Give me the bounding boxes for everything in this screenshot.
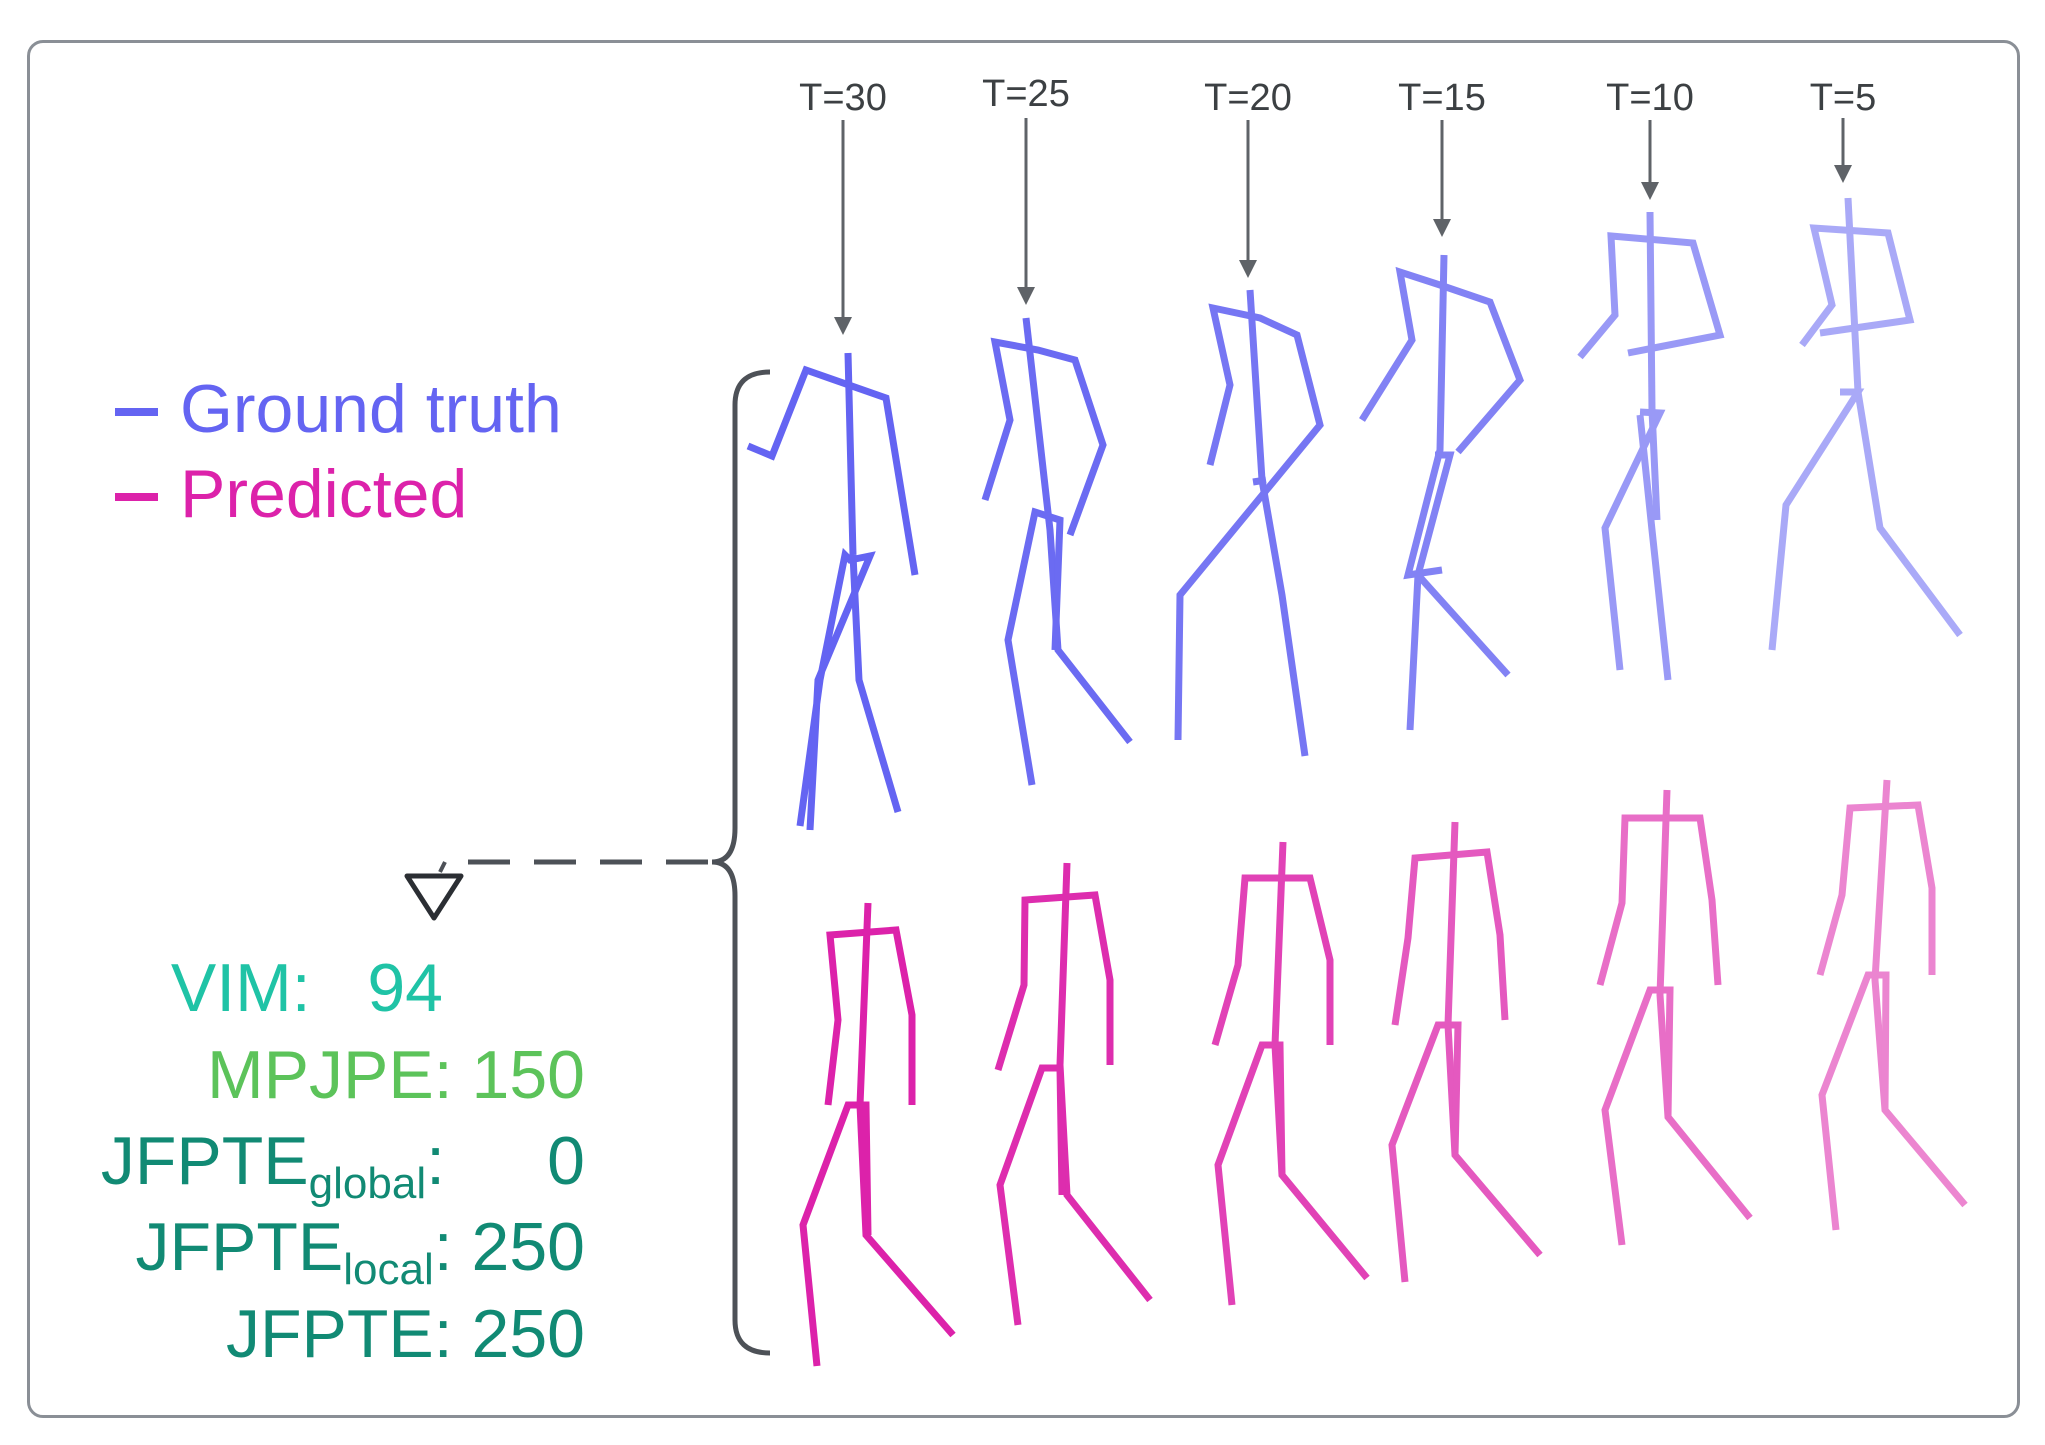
predicted-skeleton <box>1211 841 1370 1306</box>
time-label: T=15 <box>1398 77 1486 119</box>
time-labels: T=30 T=25 T=20 T=15 T=10 T=5 <box>799 73 1876 335</box>
metric-jfpte-local: JFPTElocal: 250 <box>135 1209 585 1294</box>
skeleton-limb <box>1816 801 1936 976</box>
down-arrow-head <box>1433 219 1451 237</box>
skeleton-limb <box>1818 971 1890 1231</box>
metric-jfpte: JFPTE: 250 <box>226 1296 585 1372</box>
skeleton-limb <box>1391 848 1509 1026</box>
skeleton-limb <box>1601 986 1674 1246</box>
skeleton-limb <box>856 902 956 1338</box>
skeleton-limb <box>844 352 902 813</box>
skeleton-limb <box>1211 874 1334 1046</box>
time-label: T=30 <box>799 77 887 119</box>
skeleton-limb <box>1844 197 1963 638</box>
time-label: T=20 <box>1204 77 1292 119</box>
metric-vim: VIM: 94 <box>171 950 443 1026</box>
down-arrow-head <box>1834 165 1852 183</box>
skeleton-limb <box>1004 507 1064 786</box>
skeleton-limb <box>1359 266 1525 455</box>
skeleton-limb <box>1871 779 1968 1208</box>
legend: Ground truth Predicted <box>115 371 562 532</box>
skeleton-limb <box>1214 1041 1286 1306</box>
skeleton-limb <box>1577 232 1725 360</box>
skeleton-limb <box>1056 862 1153 1303</box>
legend-label-ground-truth: Ground truth <box>180 371 562 447</box>
legend-label-predicted: Predicted <box>180 456 467 532</box>
skeleton-limb <box>796 547 876 831</box>
skeleton-limb <box>1022 317 1133 745</box>
skeleton-limb <box>996 1064 1066 1326</box>
skeleton-limb <box>799 1101 872 1367</box>
skeleton-limb <box>1646 211 1661 521</box>
metric-jfpte-global: JFPTEglobal: <box>101 1123 445 1208</box>
skeleton-limb <box>1596 814 1722 986</box>
triangle-marker-icon <box>404 873 464 921</box>
ground-truth-skeleton <box>746 352 919 831</box>
metric-mpjpe: MPJPE: 150 <box>207 1037 585 1113</box>
skeleton-limb <box>1252 476 1267 486</box>
skeleton-limb <box>981 337 1107 537</box>
ground-truth-skeletons <box>746 197 1963 831</box>
time-label: T=5 <box>1810 77 1877 119</box>
predicted-skeleton <box>1388 821 1543 1283</box>
down-arrow-head <box>1641 182 1659 200</box>
skeleton-limb <box>1388 1021 1462 1283</box>
skeleton-limb <box>1271 841 1370 1281</box>
down-arrow-head <box>834 317 852 335</box>
time-label: T=25 <box>982 73 1070 115</box>
ground-truth-skeleton <box>981 317 1133 786</box>
ground-truth-skeleton <box>1768 197 1963 651</box>
ground-truth-skeleton <box>1577 211 1725 681</box>
connector-stub <box>438 861 447 873</box>
predicted-skeleton <box>994 862 1153 1326</box>
time-label: T=10 <box>1606 77 1694 119</box>
down-arrow-head <box>1017 287 1035 305</box>
skeleton-limb <box>1406 451 1455 731</box>
predicted-skeleton <box>799 902 956 1367</box>
down-arrow-head <box>1239 260 1257 278</box>
skeleton-limb <box>1768 388 1865 651</box>
predicted-skeleton <box>1596 789 1753 1246</box>
skeleton-limb <box>746 365 919 576</box>
skeleton-limb <box>1403 254 1448 580</box>
skeleton-limb <box>1415 572 1511 678</box>
skeleton-limb <box>1246 289 1309 757</box>
ground-truth-skeleton <box>1359 254 1525 731</box>
predicted-skeleton <box>1816 779 1968 1231</box>
skeleton-limb <box>1636 414 1672 681</box>
metric-jfpte-global-value: 0 <box>547 1123 585 1199</box>
predicted-skeletons <box>799 779 1968 1367</box>
metrics-panel: VIM: 94 MPJPE: 150 JFPTEglobal: 0 JFPTEl… <box>101 950 585 1372</box>
skeleton-limb <box>1656 789 1753 1221</box>
skeleton-limb <box>1444 821 1543 1258</box>
skeleton-limb <box>1601 408 1666 671</box>
skeleton-limb <box>1174 303 1324 741</box>
figure-frame <box>27 40 2020 1418</box>
skeleton-limb <box>1799 224 1915 348</box>
curly-brace-icon <box>711 369 771 1356</box>
skeleton-limb <box>824 926 916 1106</box>
ground-truth-skeleton <box>1174 289 1324 757</box>
skeleton-limb <box>994 891 1114 1072</box>
